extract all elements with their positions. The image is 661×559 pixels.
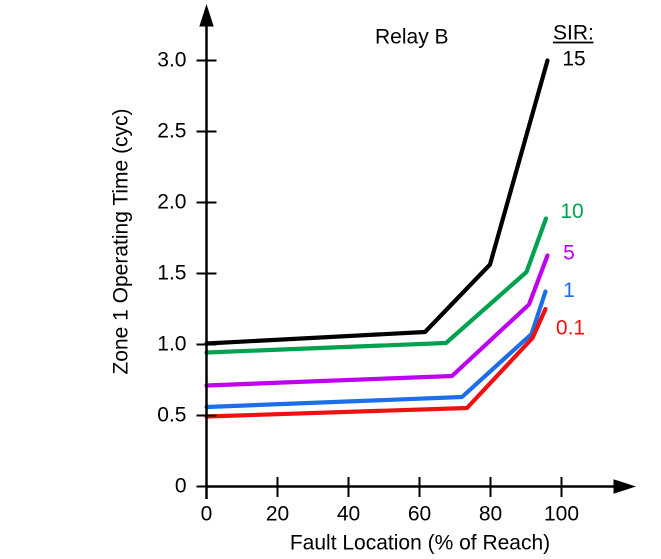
- svg-text:10: 10: [560, 200, 583, 223]
- svg-text:60: 60: [408, 503, 431, 526]
- svg-text:1.5: 1.5: [157, 262, 186, 285]
- svg-text:Zone 1 Operating Time (cyc): Zone 1 Operating Time (cyc): [110, 108, 133, 374]
- svg-text:Fault Location (% of Reach): Fault Location (% of Reach): [290, 532, 550, 555]
- svg-text:2.0: 2.0: [157, 191, 186, 214]
- svg-text:3.0: 3.0: [157, 49, 186, 72]
- svg-text:5: 5: [563, 242, 575, 265]
- svg-text:1.0: 1.0: [157, 333, 186, 356]
- svg-text:0: 0: [175, 475, 187, 498]
- svg-text:SIR:: SIR:: [553, 22, 594, 45]
- svg-text:20: 20: [266, 503, 289, 526]
- svg-text:0: 0: [201, 503, 213, 526]
- svg-text:2.5: 2.5: [157, 120, 186, 143]
- svg-text:15: 15: [562, 48, 585, 71]
- svg-text:0.5: 0.5: [157, 404, 186, 427]
- svg-text:1: 1: [563, 279, 575, 302]
- svg-text:100: 100: [544, 503, 579, 526]
- svg-text:80: 80: [479, 503, 502, 526]
- svg-text:Relay B: Relay B: [375, 26, 449, 49]
- svg-text:0.1: 0.1: [556, 317, 585, 340]
- svg-text:40: 40: [337, 503, 360, 526]
